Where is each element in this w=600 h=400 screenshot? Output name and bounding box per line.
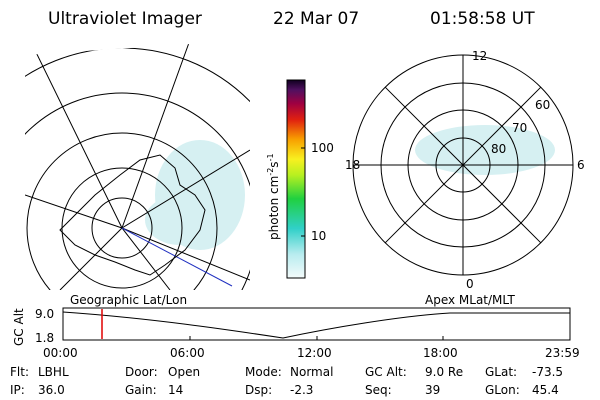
- colorbar-tick-label: 100: [311, 141, 334, 155]
- lat-circle: [25, 92, 250, 290]
- timeline-x-tick: 18:00: [423, 346, 458, 360]
- geographic-map: [25, 40, 250, 290]
- timeline-y-tick: 9.0: [35, 307, 54, 321]
- status-value: Open: [168, 365, 200, 379]
- status-value: 39: [425, 383, 440, 397]
- timeline-ticks: [62, 336, 571, 340]
- colorbar-label: photon cm-2s-1: [266, 153, 281, 240]
- aurora: [145, 140, 245, 250]
- noon-line: [121, 227, 233, 287]
- status-value: 45.4: [532, 383, 559, 397]
- timeline-y-label: GC Alt: [12, 308, 26, 346]
- date: 22 Mar 07: [273, 9, 359, 29]
- status-label: GLat:: [485, 365, 517, 379]
- polar-plot: 12 18 6 0 60 70 80: [345, 49, 585, 291]
- status-label: IP:: [10, 383, 25, 397]
- instrument: Ultraviolet Imager: [48, 9, 202, 29]
- status-label: Door:: [125, 365, 158, 379]
- timeline-y-tick: 1.8: [35, 331, 54, 345]
- timeline-x-tick: 23:59: [545, 346, 580, 360]
- status-label: Gain:: [125, 383, 157, 397]
- lat-label: 60: [535, 98, 550, 112]
- status-label: GC Alt:: [365, 365, 407, 379]
- status-value: -73.5: [532, 365, 563, 379]
- status-label: Seq:: [365, 383, 392, 397]
- aurora-blob: [145, 195, 215, 245]
- unit-text: photon cm: [267, 176, 281, 240]
- colorbar: [286, 79, 306, 279]
- status-label: Mode:: [245, 365, 282, 379]
- colorbar-tick-label: 10: [311, 229, 326, 243]
- mlt-label: 0: [466, 277, 474, 291]
- status-value: -2.3: [290, 383, 313, 397]
- status-panel: Flt: LBHL Door: Open Mode: Normal GC Alt: 9.0 R…: [10, 365, 563, 397]
- lat-circle: [91, 197, 153, 259]
- mlt-lines: [353, 55, 573, 275]
- status-value: 9.0 Re: [425, 365, 463, 379]
- status-label: Dsp:: [245, 383, 272, 397]
- altitude-curve: [62, 311, 570, 339]
- lat-label: 70: [512, 121, 527, 135]
- timeline-x-tick: 00:00: [43, 346, 78, 360]
- status-value: Normal: [290, 365, 333, 379]
- unit-text: s: [267, 161, 281, 167]
- status-value: LBHL: [38, 365, 69, 379]
- mlt-label: 18: [345, 158, 360, 172]
- unit-exponent: -1: [266, 153, 275, 161]
- coastline: [59, 154, 206, 276]
- unit-exponent: -2: [266, 168, 275, 176]
- time: 01:58:58 UT: [430, 9, 535, 29]
- status-value: 36.0: [38, 383, 65, 397]
- lat-label: 80: [491, 142, 506, 156]
- timeline-caption: Apex MLat/MLT: [425, 293, 515, 307]
- lat-circle: [26, 132, 218, 290]
- status-value: 14: [168, 383, 183, 397]
- timeline-caption: Geographic Lat/Lon: [70, 293, 187, 307]
- timeline-x-tick: 06:00: [170, 346, 205, 360]
- status-label: Flt:: [10, 365, 29, 379]
- timeline-x-tick: 12:00: [297, 346, 332, 360]
- mlt-label: 12: [472, 49, 487, 63]
- status-label: GLon:: [485, 383, 520, 397]
- mlt-label: 6: [577, 158, 585, 172]
